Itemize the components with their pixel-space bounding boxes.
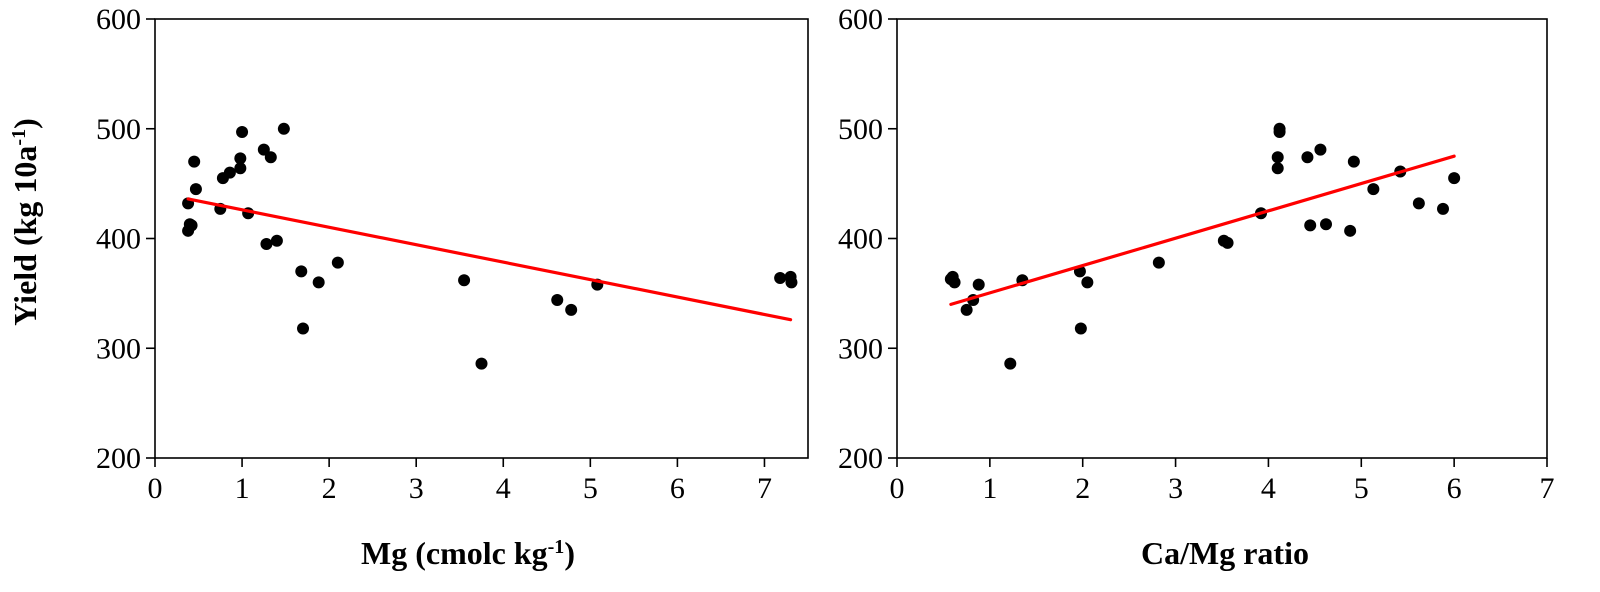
mg-point-9 xyxy=(234,152,247,165)
camg-x-tick-label-5: 5 xyxy=(1354,472,1369,505)
mg-x-axis-title-end: ) xyxy=(564,535,575,571)
camg-point-13 xyxy=(1221,236,1234,249)
mg-x-axis-title-main: Mg (cmolc kg xyxy=(361,535,548,571)
camg-panel: 0 1 2 3 4 5 6 7 200 300 400 500 600 Ca/Mg ratio xyxy=(838,3,1555,571)
mg-point-23 xyxy=(475,357,488,370)
camg-trendline-group xyxy=(949,154,1456,306)
camg-point-2 xyxy=(948,276,961,289)
camg-y-tick-label-2: 400 xyxy=(838,223,883,256)
camg-point-15 xyxy=(1271,151,1284,164)
camg-point-3 xyxy=(960,303,973,316)
camg-point-21 xyxy=(1314,143,1327,156)
mg-point-24 xyxy=(551,293,564,306)
camg-x-ticks: 0 1 2 3 4 5 6 7 xyxy=(890,458,1555,505)
mg-point-21 xyxy=(331,256,344,269)
camg-y-ticks: 200 300 400 500 600 xyxy=(838,3,897,475)
mg-x-tick-label-4: 4 xyxy=(496,472,511,505)
mg-point-29 xyxy=(785,276,798,289)
camg-x-tick-label-2: 2 xyxy=(1075,472,1090,505)
mg-point-10 xyxy=(234,162,247,175)
mg-x-tick-label-2: 2 xyxy=(322,472,337,505)
mg-point-27 xyxy=(774,272,787,285)
mg-y-tick-label-4: 600 xyxy=(96,3,141,36)
mg-point-25 xyxy=(565,303,578,316)
mg-x-tick-label-5: 5 xyxy=(583,472,598,505)
mg-point-20 xyxy=(312,276,325,289)
camg-point-24 xyxy=(1347,155,1360,168)
camg-point-10 xyxy=(1081,276,1094,289)
mg-point-19 xyxy=(297,322,310,335)
camg-y-tick-label-4: 600 xyxy=(838,3,883,36)
mg-plot-frame xyxy=(154,18,809,459)
camg-point-23 xyxy=(1344,224,1357,237)
mg-points xyxy=(182,122,798,370)
camg-x-axis-title-main: Ca/Mg ratio xyxy=(1141,535,1309,571)
y-axis-title-sup: -1 xyxy=(8,129,30,146)
camg-y-tick-label-1: 300 xyxy=(838,332,883,365)
mg-y-ticks: 200 300 400 500 600 xyxy=(96,3,155,475)
mg-point-17 xyxy=(277,122,290,135)
camg-point-11 xyxy=(1152,256,1165,269)
camg-point-20 xyxy=(1304,219,1317,232)
camg-y-tick-label-3: 500 xyxy=(838,113,883,146)
mg-x-axis-title: Mg (cmolc kg-1) xyxy=(361,535,575,571)
camg-points xyxy=(944,122,1461,370)
camg-point-28 xyxy=(1437,202,1449,215)
mg-point-18 xyxy=(295,265,308,278)
mg-point-16 xyxy=(270,234,283,247)
y-axis-title-main: Yield (kg 10a xyxy=(7,146,43,326)
mg-point-22 xyxy=(458,274,471,287)
camg-point-22 xyxy=(1320,218,1332,231)
mg-point-8 xyxy=(223,166,236,179)
camg-point-6 xyxy=(1004,357,1017,370)
mg-point-11 xyxy=(236,126,249,139)
camg-x-tick-label-1: 1 xyxy=(982,472,997,505)
mg-x-tick-label-1: 1 xyxy=(235,472,250,505)
mg-y-tick-label-0: 200 xyxy=(96,442,141,475)
mg-x-ticks: 0 1 2 3 4 5 6 7 xyxy=(148,458,772,505)
mg-point-3 xyxy=(185,219,198,232)
camg-point-25 xyxy=(1367,183,1380,196)
mg-point-14 xyxy=(260,237,273,250)
mg-y-tick-label-1: 300 xyxy=(96,332,141,365)
camg-point-27 xyxy=(1412,197,1425,210)
mg-panel: 0 1 2 3 4 5 6 7 200 300 400 500 600 Mg (cmolc kg-1) xyxy=(96,3,809,571)
camg-x-axis-title: Ca/Mg ratio xyxy=(1141,535,1309,571)
mg-trendline xyxy=(186,197,793,322)
camg-point-16 xyxy=(1271,162,1284,175)
mg-x-tick-label-7: 7 xyxy=(757,472,772,505)
camg-x-tick-label-0: 0 xyxy=(890,472,905,505)
camg-x-tick-label-6: 6 xyxy=(1447,472,1462,505)
camg-point-29 xyxy=(1448,172,1461,185)
mg-x-tick-label-6: 6 xyxy=(670,472,685,505)
mg-point-13 xyxy=(257,143,270,156)
mg-point-5 xyxy=(189,183,202,196)
camg-point-9 xyxy=(1074,322,1087,335)
camg-trendline xyxy=(949,154,1456,306)
camg-x-tick-label-7: 7 xyxy=(1540,472,1555,505)
mg-x-tick-label-3: 3 xyxy=(409,472,424,505)
mg-x-tick-label-0: 0 xyxy=(148,472,163,505)
mg-x-axis-title-sup: -1 xyxy=(548,536,565,558)
camg-x-tick-label-4: 4 xyxy=(1261,472,1276,505)
mg-y-tick-label-3: 500 xyxy=(96,113,141,146)
camg-point-18 xyxy=(1273,126,1286,139)
mg-y-tick-label-2: 400 xyxy=(96,223,141,256)
camg-x-tick-label-3: 3 xyxy=(1168,472,1183,505)
mg-point-15 xyxy=(264,151,277,164)
camg-point-5 xyxy=(972,278,985,291)
y-axis-title-end: ) xyxy=(7,118,43,129)
mg-point-4 xyxy=(188,155,201,168)
mg-trendline-group xyxy=(186,197,793,322)
camg-point-19 xyxy=(1301,151,1314,164)
y-axis-title: Yield (kg 10a-1) xyxy=(7,118,43,325)
camg-y-tick-label-0: 200 xyxy=(838,442,883,475)
